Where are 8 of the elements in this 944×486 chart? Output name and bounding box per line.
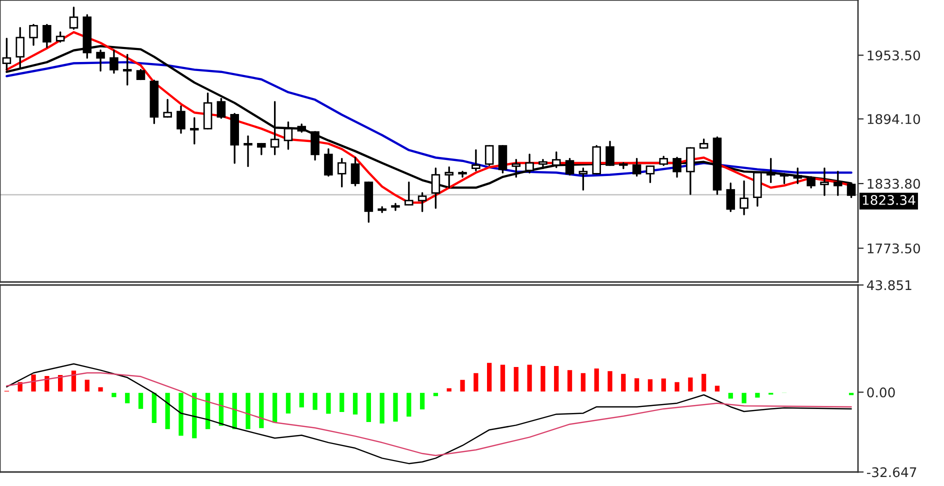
y-tick-label: 0.00 — [867, 387, 895, 398]
y-tick-label: 1773.50 — [868, 243, 920, 254]
y-tick-label: 1894.10 — [868, 114, 920, 124]
y-tick-label: -32.647 — [866, 467, 916, 478]
ref-line-label: 1823.34 — [862, 195, 916, 205]
y-tick-label: 1953.50 — [868, 50, 920, 60]
y-tick-label: 43.851 — [866, 280, 912, 290]
y-tick-label: 1833.80 — [868, 178, 920, 189]
